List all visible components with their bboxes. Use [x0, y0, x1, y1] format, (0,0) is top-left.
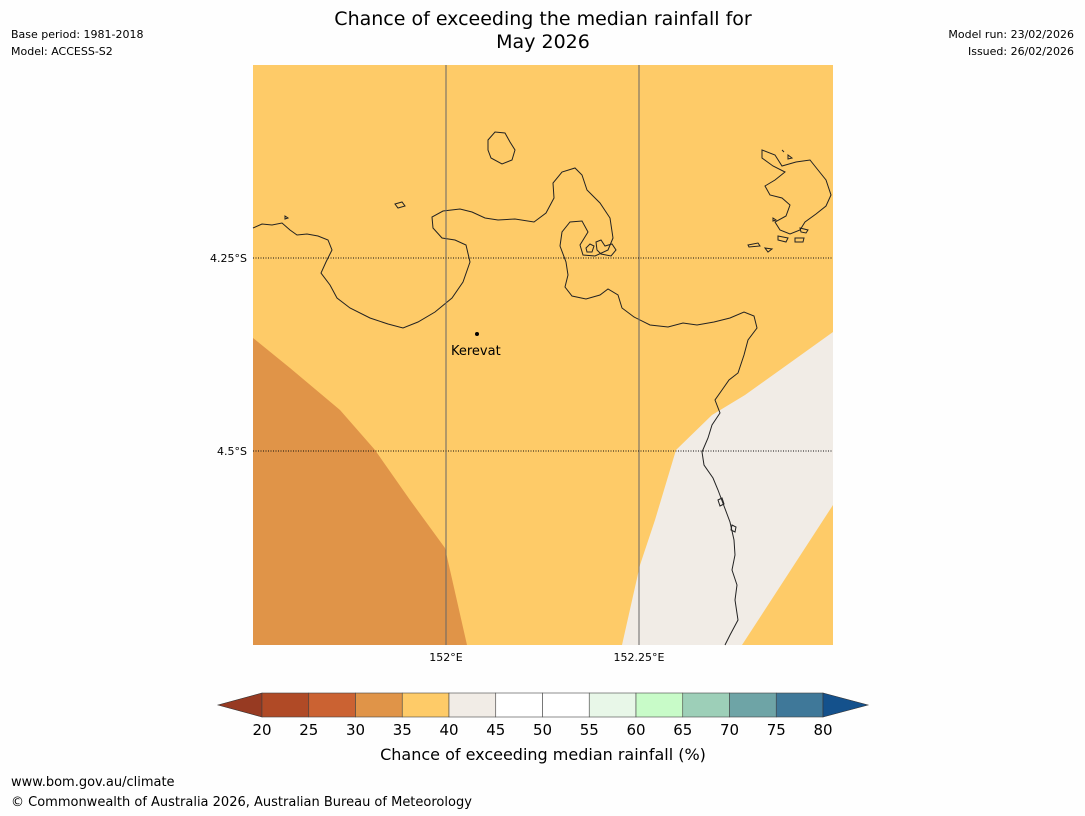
lon-label-152-25e: 152.25°E: [614, 651, 665, 664]
colorbar-tick-label: 75: [767, 721, 786, 739]
graticule: [253, 65, 833, 645]
coastline-islet-south: [717, 497, 737, 533]
colorbar-segment: [401, 692, 450, 718]
coastline-main: [252, 167, 758, 646]
lat-label-4-25s: 4.25°S: [210, 252, 247, 265]
title-line-1: Chance of exceeding the median rainfall …: [334, 8, 752, 30]
colorbar-segment: [682, 692, 730, 718]
model-run-date: Model run: 23/02/2026: [948, 28, 1074, 41]
colorbar-tick-label: 35: [393, 721, 412, 739]
colorbar-segment: [261, 692, 310, 718]
coastline-islet: [487, 131, 516, 165]
coastline-inlet: [585, 239, 617, 257]
colorbar-tick-label: 50: [533, 721, 552, 739]
map-panel: [253, 65, 833, 645]
region-30-35: [253, 338, 467, 645]
colorbar-segment: [775, 692, 824, 718]
town-marker: [475, 332, 479, 336]
coastline-duke-of-york: [761, 149, 832, 235]
colorbar-segment: [355, 692, 403, 718]
colorbar-segment: [542, 692, 590, 718]
colorbar-label: Chance of exceeding median rainfall (%): [380, 745, 706, 764]
colorbar-segment: [588, 692, 637, 718]
colorbar-ticks: 20 25 30 35 40 45 50 55 60 65 70 75 80: [252, 721, 832, 739]
colorbar-tick-label: 45: [486, 721, 505, 739]
base-period: Base period: 1981-2018: [11, 28, 144, 41]
colorbar-segment: [495, 692, 543, 718]
colorbar-segment: [729, 692, 777, 718]
colorbar-segment: [308, 692, 356, 718]
meta-right: Model run: 23/02/2026 Issued: 26/02/2026: [948, 26, 1074, 60]
colorbar-tick-label: 60: [626, 721, 645, 739]
chart-title: Chance of exceeding the median rainfall …: [243, 8, 843, 54]
title-line-2: May 2026: [496, 31, 590, 53]
town-label: Kerevat: [451, 344, 501, 359]
region-40-45: [622, 332, 833, 645]
issued-date: Issued: 26/02/2026: [967, 45, 1074, 58]
colorbar-tick-label: 20: [252, 721, 271, 739]
colorbar-over-arrow: [822, 692, 870, 718]
coastline-small-islands: [284, 149, 809, 253]
meta-left: Base period: 1981-2018 Model: ACCESS-S2: [11, 26, 143, 60]
colorbar-tick-label: 40: [439, 721, 458, 739]
colorbar-segment: [635, 692, 684, 718]
lat-label-4-5s: 4.5°S: [217, 445, 247, 458]
coastline: [252, 131, 832, 646]
lon-label-152e: 152°E: [429, 651, 462, 664]
colorbar-tick-label: 25: [299, 721, 318, 739]
colorbar-tick-label: 65: [673, 721, 692, 739]
colorbar-tick-label: 80: [813, 721, 832, 739]
colorbar-under-arrow: [216, 692, 263, 718]
colorbar-segment: [448, 692, 497, 718]
model-name: Model: ACCESS-S2: [11, 45, 113, 58]
footer-copyright: © Commonwealth of Australia 2026, Austra…: [11, 795, 472, 810]
footer-url: www.bom.gov.au/climate: [11, 775, 175, 790]
colorbar-tick-label: 30: [346, 721, 365, 739]
colorbar-segments: [216, 692, 870, 718]
colorbar-tick-label: 70: [720, 721, 739, 739]
colorbar-tick-label: 55: [580, 721, 599, 739]
